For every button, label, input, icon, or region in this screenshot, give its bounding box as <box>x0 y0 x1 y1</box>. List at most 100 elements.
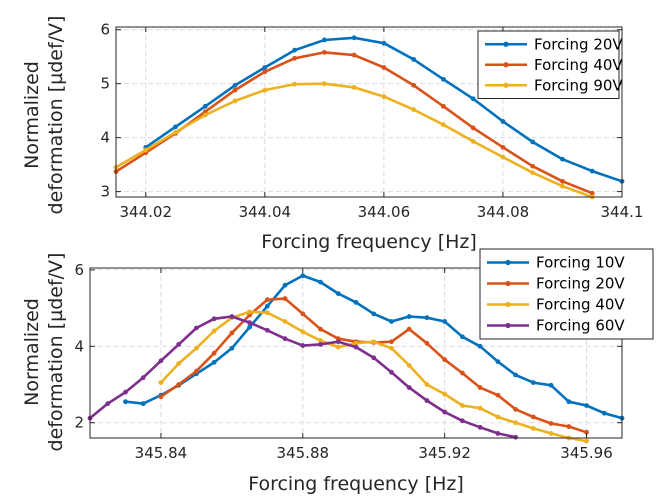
bottom-data-point-forcing-10v <box>264 303 270 309</box>
bottom-data-point-forcing-20v <box>282 296 288 301</box>
bottom-data-point-forcing-60v <box>513 434 518 440</box>
top-data-point-forcing-90v <box>232 98 238 104</box>
bottom-series <box>87 273 625 444</box>
bottom-data-point-forcing-60v <box>300 343 306 348</box>
bottom-legend: Forcing 10V Forcing 20V Forcing 40V Forcing… <box>479 248 654 340</box>
bottom-data-point-forcing-60v <box>371 355 377 361</box>
top-data-point-forcing-90v <box>381 94 387 100</box>
bottom-data-point-forcing-20v <box>477 385 483 390</box>
bottom-data-point-forcing-60v <box>247 320 253 326</box>
top-ticks: 344.02 344.04 344.06 344.08 344.1 3 4 5 6 <box>100 21 643 221</box>
bottom-data-point-forcing-60v <box>318 342 323 347</box>
top-y-axis-label-line1: Normalized <box>21 61 43 169</box>
bottom-data-point-forcing-10v <box>318 279 323 285</box>
top-y-axis-label-line2: deformation [µdef/V] <box>45 16 67 215</box>
top-series <box>113 35 625 200</box>
bottom-data-point-forcing-60v <box>282 336 288 342</box>
top-data-point-forcing-20v <box>589 168 595 174</box>
bottom-data-point-forcing-10v <box>353 299 359 305</box>
bottom-data-point-forcing-10v <box>406 314 412 319</box>
top-data-point-forcing-20v <box>351 35 357 41</box>
top-data-point-forcing-20v <box>560 156 565 162</box>
bottom-data-point-forcing-60v <box>460 418 465 424</box>
top-data-point-forcing-20v <box>441 76 446 82</box>
bottom-data-point-forcing-10v <box>442 319 448 324</box>
top-data-point-forcing-20v <box>173 124 178 130</box>
bottom-data-point-forcing-20v <box>566 424 572 429</box>
bottom-data-point-forcing-10v <box>601 410 607 416</box>
bottom-data-point-forcing-40v <box>194 345 199 351</box>
bottom-data-point-forcing-40v <box>442 391 448 397</box>
bottom-data-point-forcing-60v <box>123 389 128 395</box>
top-data-point-forcing-20v <box>321 37 327 43</box>
bottom-data-point-forcing-40v <box>264 310 270 316</box>
bottom-data-point-forcing-10v <box>530 380 536 386</box>
top-data-point-forcing-90v <box>560 183 565 189</box>
bottom-data-point-forcing-20v <box>548 421 554 426</box>
bottom-data-point-forcing-10v <box>123 399 128 405</box>
bottom-data-point-forcing-20v <box>176 382 182 387</box>
bottom-data-point-forcing-20v <box>530 414 536 420</box>
bottom-data-point-forcing-20v <box>264 297 270 303</box>
bottom-x-axis-label: Forcing frequency [Hz] <box>248 473 464 495</box>
top-data-point-forcing-90v <box>143 147 149 153</box>
bottom-data-point-forcing-40v <box>176 361 182 366</box>
top-data-point-forcing-90v <box>321 81 327 87</box>
bottom-legend-marker-forcing-10v <box>505 259 511 266</box>
bottom-data-point-forcing-10v <box>548 382 554 388</box>
top-data-point-forcing-40v <box>589 190 595 196</box>
top-legend-marker-forcing-90v <box>503 82 509 88</box>
bottom-data-point-forcing-40v <box>460 403 465 408</box>
top-axes-frame <box>115 26 623 198</box>
bottom-data-point-forcing-20v <box>424 340 430 346</box>
bottom-chart-panel: 345.84 345.88 345.92 345.96 2 4 6 Forcing freq… <box>21 248 654 495</box>
top-data-point-forcing-40v <box>470 125 476 131</box>
bottom-data-point-forcing-10v <box>300 273 306 279</box>
bottom-data-point-forcing-10v <box>389 319 394 324</box>
bottom-data-point-forcing-40v <box>300 329 306 335</box>
bottom-legend-marker-forcing-40v <box>505 301 511 308</box>
bottom-data-point-forcing-60v <box>211 316 217 322</box>
bottom-data-point-forcing-60v <box>389 369 394 375</box>
bottom-data-point-forcing-20v <box>513 406 518 412</box>
bottom-data-point-forcing-20v <box>584 429 589 435</box>
top-data-point-forcing-90v <box>500 154 506 160</box>
bottom-data-point-forcing-10v <box>211 359 217 365</box>
top-data-point-forcing-40v <box>411 82 417 88</box>
top-data-point-forcing-20v <box>470 96 476 102</box>
top-legend-label-forcing-40v: Forcing 40V <box>534 56 623 74</box>
bottom-data-point-forcing-10v <box>247 324 253 330</box>
bottom-x-tick-label: 345.96 <box>560 444 613 462</box>
bottom-data-point-forcing-60v <box>105 401 111 407</box>
top-data-point-forcing-40v <box>441 103 446 109</box>
top-y-tick-label: 3 <box>100 183 110 201</box>
bottom-data-point-forcing-10v <box>566 399 572 405</box>
top-data-point-forcing-20v <box>232 82 238 88</box>
bottom-data-point-forcing-20v <box>300 311 306 317</box>
top-data-point-forcing-40v <box>500 144 506 150</box>
top-data-point-forcing-20v <box>202 103 208 109</box>
bottom-data-point-forcing-40v <box>371 339 377 345</box>
bottom-legend-label-forcing-40v: Forcing 40V <box>536 296 625 314</box>
bottom-data-point-forcing-60v <box>176 342 182 347</box>
bottom-data-point-forcing-60v <box>406 385 412 390</box>
bottom-data-point-forcing-40v <box>424 382 430 387</box>
top-data-point-forcing-40v <box>530 163 536 169</box>
bottom-x-tick-label: 345.92 <box>418 444 471 462</box>
bottom-data-point-forcing-20v <box>406 326 412 332</box>
bottom-y-tick-label: 2 <box>74 414 84 432</box>
bottom-data-point-forcing-40v <box>530 426 536 431</box>
top-y-tick-label: 6 <box>100 21 110 39</box>
bottom-data-point-forcing-60v <box>194 325 199 331</box>
bottom-data-point-forcing-40v <box>158 380 164 386</box>
bottom-data-point-forcing-20v <box>389 339 394 345</box>
bottom-legend-label-forcing-20v: Forcing 20V <box>536 275 625 293</box>
top-data-point-forcing-90v <box>470 139 476 144</box>
top-data-point-forcing-40v <box>381 65 387 70</box>
bottom-data-point-forcing-40v <box>282 319 288 324</box>
top-data-point-forcing-20v <box>292 47 297 53</box>
bottom-data-point-forcing-60v <box>442 409 448 415</box>
top-legend-label-forcing-90v: Forcing 90V <box>534 76 623 94</box>
bottom-data-point-forcing-40v <box>211 328 217 334</box>
top-data-point-forcing-40v <box>292 55 297 61</box>
